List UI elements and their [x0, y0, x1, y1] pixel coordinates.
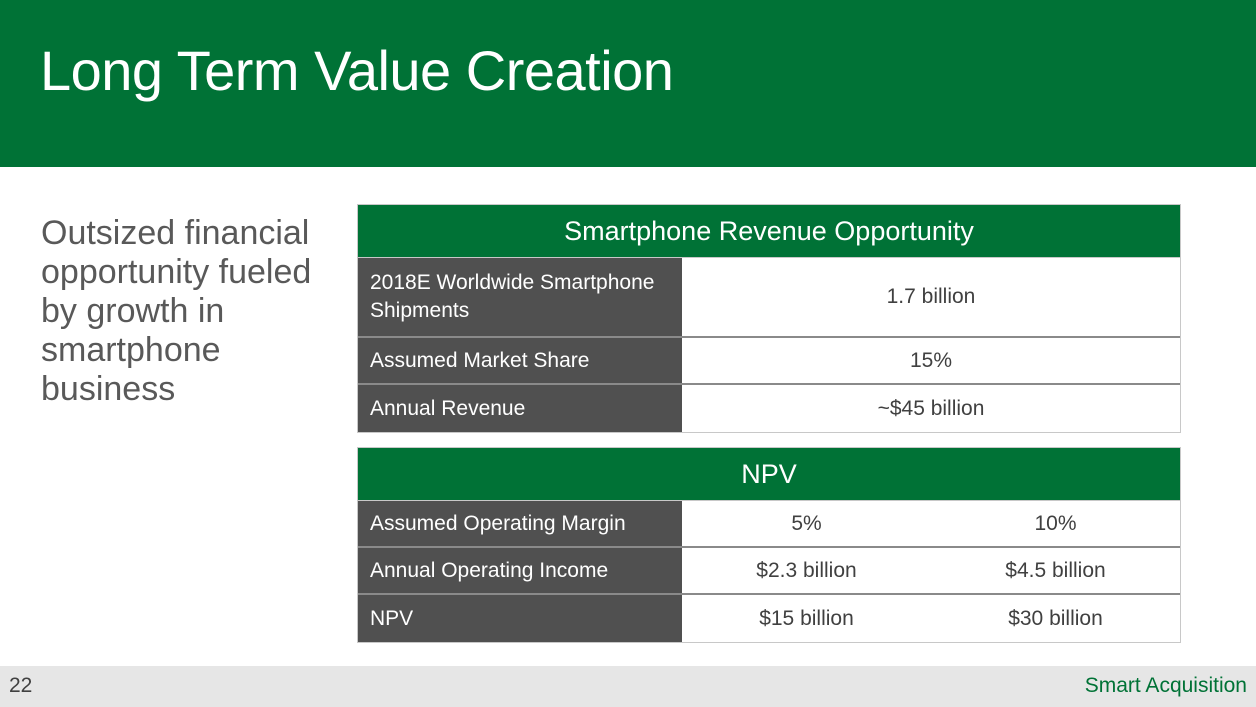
row-label: Annual Revenue — [358, 385, 682, 432]
npv-table: NPV Assumed Operating Margin 5% 10% Annu… — [357, 447, 1181, 643]
row-value: 1.7 billion — [886, 285, 976, 308]
row-value: ~$45 billion — [877, 396, 985, 420]
footer-brand: Smart Acquisition — [1084, 674, 1247, 697]
table-row: Assumed Market Share 15% — [358, 338, 1180, 385]
slide-footer: 22 Smart Acquisition — [0, 666, 1256, 707]
row-label: Annual Operating Income — [358, 548, 682, 593]
row-value-high: $30 billion — [1008, 606, 1103, 630]
row-value-low: $2.3 billion — [756, 558, 857, 582]
row-label: NPV — [358, 595, 682, 642]
row-label: Assumed Operating Margin — [358, 501, 682, 546]
revenue-opportunity-table: Smartphone Revenue Opportunity 2018E Wor… — [357, 204, 1181, 433]
npv-table-header: NPV — [358, 448, 1180, 501]
revenue-table-header: Smartphone Revenue Opportunity — [358, 205, 1180, 258]
row-value-low: $15 billion — [759, 606, 854, 630]
row-value-high: 10% — [1034, 511, 1077, 535]
slide-title: Long Term Value Creation — [40, 39, 674, 102]
row-value-low: 5% — [791, 511, 822, 535]
table-row: 2018E Worldwide Smartphone Shipments 1.7… — [358, 258, 1180, 338]
table-row: Assumed Operating Margin 5% 10% — [358, 501, 1180, 548]
table-row: Annual Revenue ~$45 billion — [358, 385, 1180, 432]
slide-subtitle: Outsized financial opportunity fueled by… — [41, 214, 312, 408]
row-value-high: $4.5 billion — [1005, 558, 1106, 582]
row-label: Assumed Market Share — [358, 338, 682, 383]
table-row: NPV $15 billion $30 billion — [358, 595, 1180, 642]
table-row: Annual Operating Income $2.3 billion $4.… — [358, 548, 1180, 595]
row-value: 15% — [909, 348, 953, 372]
title-band: Long Term Value Creation — [0, 0, 1256, 167]
row-label: 2018E Worldwide Smartphone Shipments — [358, 258, 682, 336]
page-number: 22 — [9, 674, 33, 697]
